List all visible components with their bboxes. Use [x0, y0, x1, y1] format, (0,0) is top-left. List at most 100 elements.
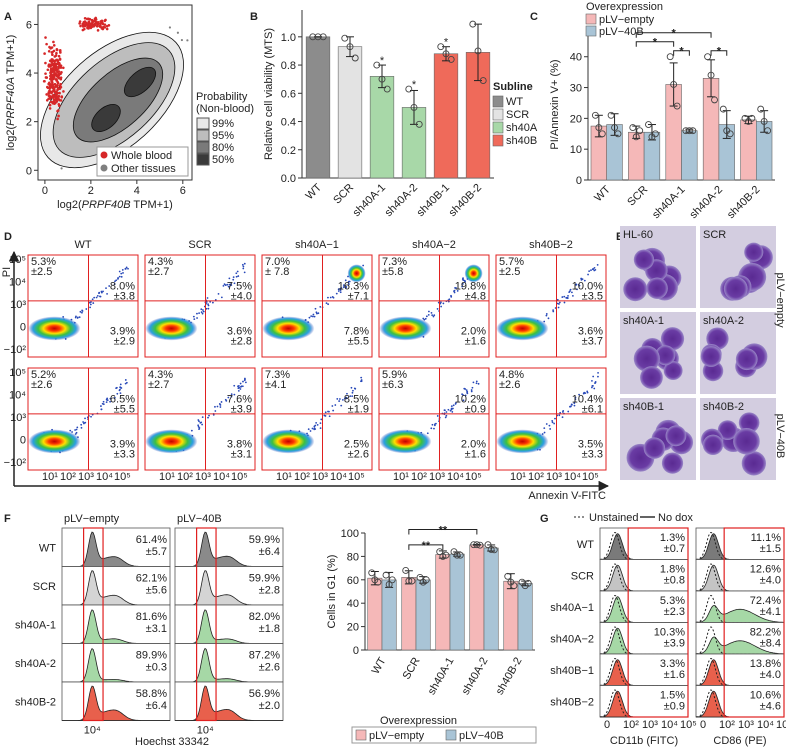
histogram: 59.9%±2.8 — [174, 566, 284, 606]
event-dot — [232, 276, 235, 279]
quadrant-value: ±2.7 — [148, 379, 169, 391]
blood-point — [49, 63, 52, 67]
data-point — [689, 127, 697, 135]
event-dot — [466, 391, 469, 394]
event-dot — [75, 315, 77, 318]
x-tick-label: 10³ — [738, 719, 754, 731]
blood-point — [62, 66, 65, 70]
y-axis-label: PI/Annexin V+ (%) — [549, 59, 561, 149]
blood-point — [58, 57, 62, 61]
cell — [744, 242, 764, 262]
row-label: pLV−empty — [774, 272, 786, 328]
event-dot — [216, 405, 219, 408]
data-point — [651, 130, 659, 138]
bar — [681, 130, 698, 181]
y-tick-label: 40 — [347, 598, 359, 610]
quadrant-value: 19.8% — [455, 281, 486, 293]
event-dot — [115, 279, 118, 282]
cell — [640, 366, 663, 389]
blood-point — [52, 66, 55, 70]
data-point — [760, 117, 768, 125]
blood-point — [60, 95, 64, 98]
blood-point — [48, 107, 52, 110]
event-dot — [114, 280, 116, 283]
event-dot — [201, 423, 203, 426]
data-point — [447, 55, 455, 63]
density-peak — [379, 316, 432, 341]
event-dot — [462, 283, 464, 285]
histogram-value: ±4.0 — [760, 575, 781, 587]
event-dot — [454, 403, 457, 405]
event-dot — [462, 399, 465, 402]
data-point — [719, 105, 727, 113]
density-peak — [145, 429, 198, 454]
quadrant-value: ±1.6 — [465, 336, 486, 348]
event-dot — [198, 420, 200, 423]
event-dot — [239, 388, 242, 390]
event-dot — [125, 266, 128, 269]
event-dot — [77, 316, 79, 319]
event-dot — [100, 408, 103, 411]
x-axis-label: CD86 (PE) — [713, 735, 766, 747]
blood-point — [52, 40, 55, 44]
event-dot — [81, 309, 84, 312]
blood-point — [54, 85, 57, 88]
event-dot — [207, 303, 209, 306]
flow-plot: 5.3% 8.0% 3.9% ±2.5 ±3.8 ±2.9 — [27, 254, 139, 358]
event-dot — [200, 311, 203, 314]
event-dot — [244, 381, 247, 384]
density-peak — [262, 316, 315, 341]
event-dot — [569, 288, 572, 291]
x-tick-label: 10² — [177, 471, 193, 483]
blood-point — [87, 21, 91, 24]
event-dot — [214, 410, 217, 412]
event-dot — [433, 427, 435, 430]
x-tick-label: 10² — [411, 471, 427, 483]
event-dot — [340, 404, 343, 407]
y-tick-label: 0.6 — [281, 88, 296, 100]
event-dot — [100, 405, 102, 407]
event-dot — [430, 311, 433, 314]
flow-plot: 7.3% 19.8% 2.0% ±5.8 ±4.8 ±1.6 — [378, 254, 490, 358]
event-dot — [587, 273, 589, 276]
event-dot — [217, 292, 220, 295]
event-dot — [337, 290, 340, 292]
row-label: sh40B−2 — [550, 696, 594, 708]
event-dot — [436, 308, 439, 310]
histogram-value: ±6.4 — [259, 546, 280, 558]
bar — [483, 547, 499, 651]
event-dot — [543, 427, 546, 429]
data-point — [711, 96, 718, 104]
event-dot — [451, 411, 454, 413]
data-point — [437, 43, 445, 51]
event-dot — [588, 270, 591, 273]
flow-plot: 7.0% 16.3% 7.8% ± 7.8 ±7.1 ±5.5 — [261, 254, 373, 358]
bar — [369, 76, 395, 179]
legend-label: pLV−empty — [369, 730, 425, 742]
blood-point — [46, 68, 50, 72]
legend-label: 80% — [212, 142, 234, 154]
row-label: WT — [39, 542, 56, 554]
event-dot — [75, 428, 78, 431]
blood-point — [59, 66, 63, 69]
event-dot — [547, 317, 550, 320]
row-label: sh40A-2 — [15, 658, 56, 670]
event-dot — [569, 405, 572, 408]
y-tick-label: −10² — [4, 457, 27, 469]
column-title: pLV−40B — [177, 513, 222, 525]
event-dot — [567, 410, 570, 413]
blood-point — [99, 24, 102, 28]
event-dot — [545, 314, 548, 317]
y-tick-label: 1.0 — [281, 32, 296, 44]
event-dot — [241, 263, 244, 266]
event-dot — [202, 309, 204, 311]
blood-point — [57, 67, 60, 70]
event-dot — [345, 396, 348, 399]
event-dot — [552, 310, 555, 313]
event-dot — [74, 429, 76, 431]
event-dot — [315, 421, 318, 424]
event-dot — [462, 279, 465, 282]
legend-title: Probability — [196, 91, 248, 103]
micrograph-label: sh40A-1 — [623, 315, 664, 327]
quadrant-value: 8.5% — [344, 394, 369, 406]
